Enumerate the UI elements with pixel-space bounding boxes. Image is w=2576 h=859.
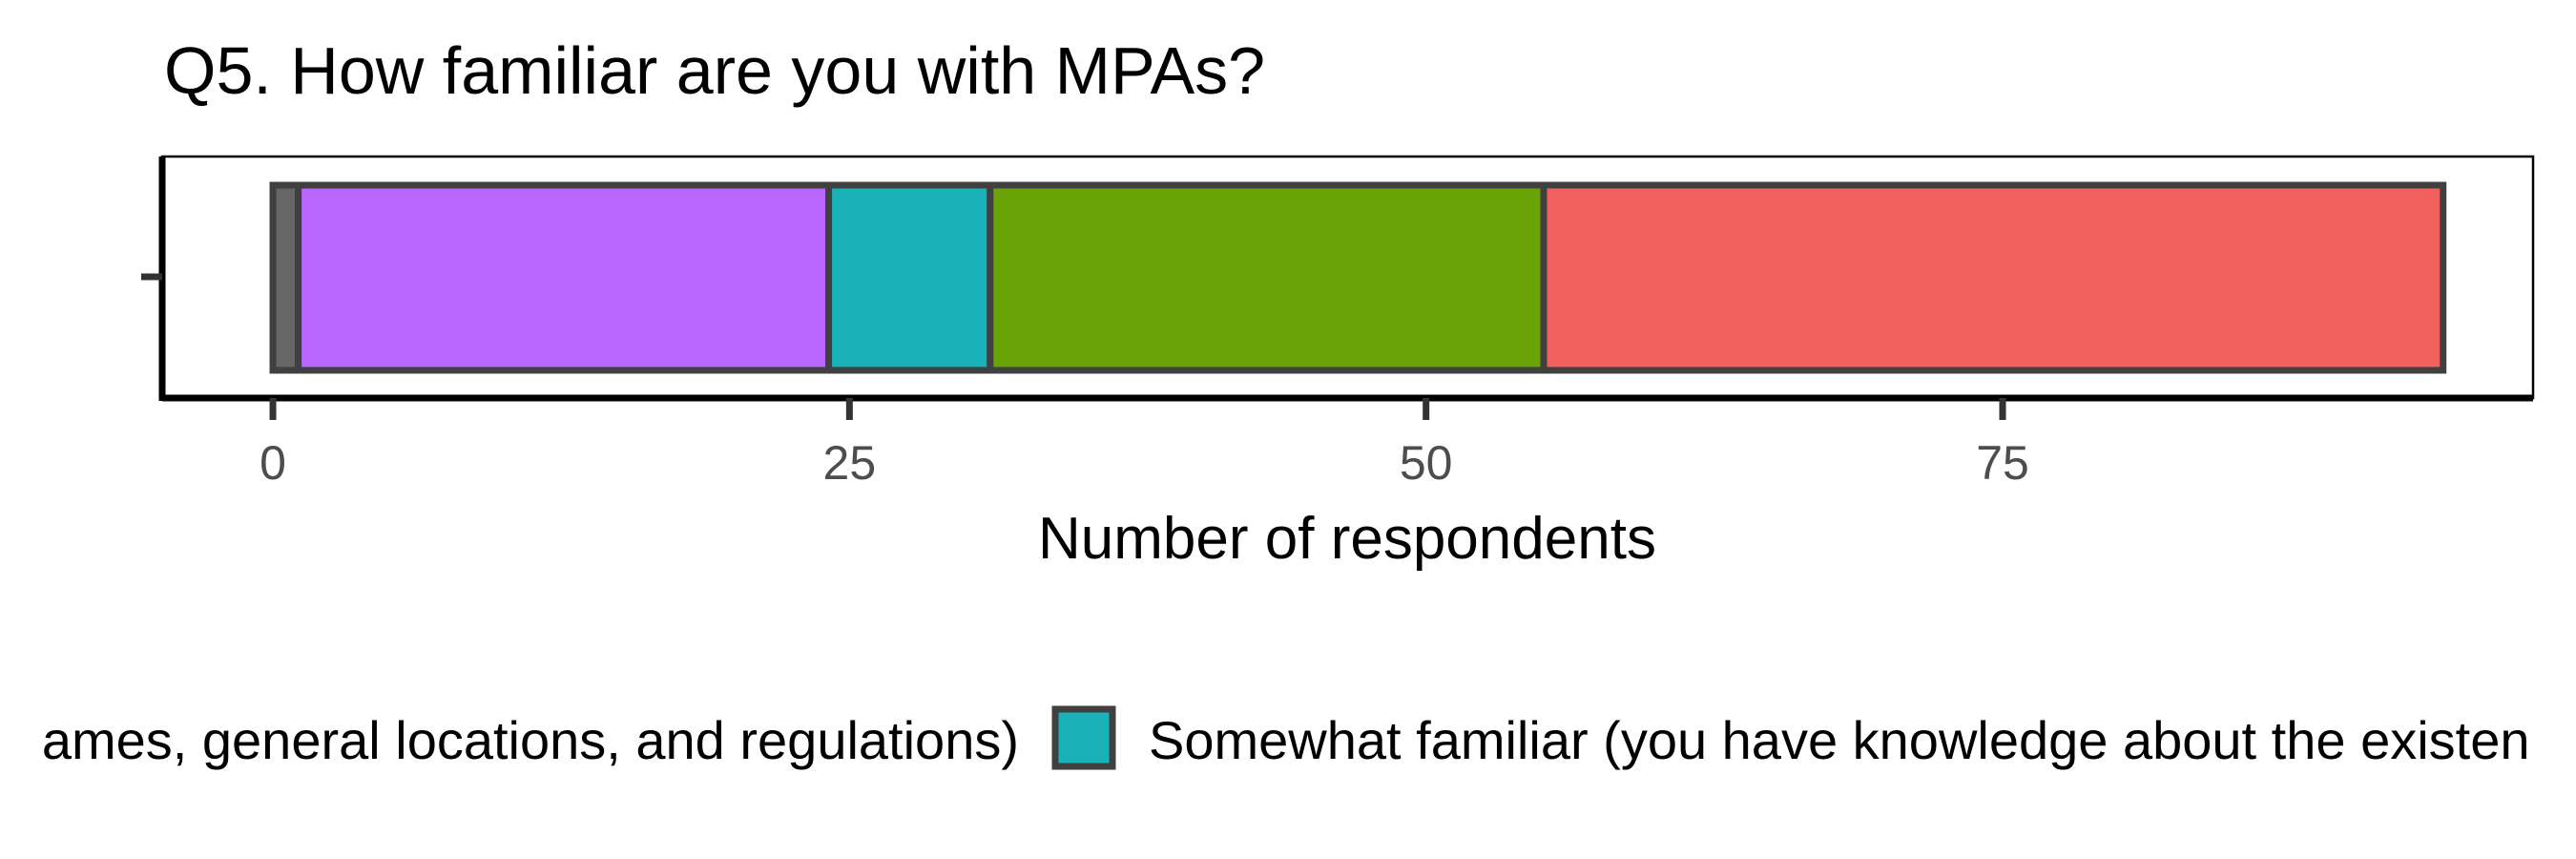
x-tick-label: 50	[1400, 436, 1453, 490]
legend-label: Somewhat familiar (you have knowledge ab…	[1149, 710, 2530, 770]
x-axis-title: Number of respondents	[1038, 506, 1656, 572]
bar-segment-2	[295, 181, 833, 374]
legend-key	[1051, 705, 1116, 770]
chart-title: Q5. How familiar are you with MPAs?	[164, 33, 1265, 108]
x-tick-label: 75	[1976, 436, 2029, 490]
legend-label: ames, general locations, and regulations…	[42, 710, 1019, 770]
bar-segment-4	[987, 181, 1548, 374]
bar-segment-1	[269, 181, 302, 374]
x-tick-label: 0	[260, 436, 286, 490]
bar-segment-3	[825, 181, 994, 374]
x-axis-ticks: 0 25 50 75	[260, 398, 2029, 490]
bar-stack	[269, 181, 2447, 374]
x-tick-label: 25	[823, 436, 877, 490]
bar-segment-5	[1540, 181, 2447, 374]
legend: ames, general locations, and regulations…	[42, 705, 2530, 770]
